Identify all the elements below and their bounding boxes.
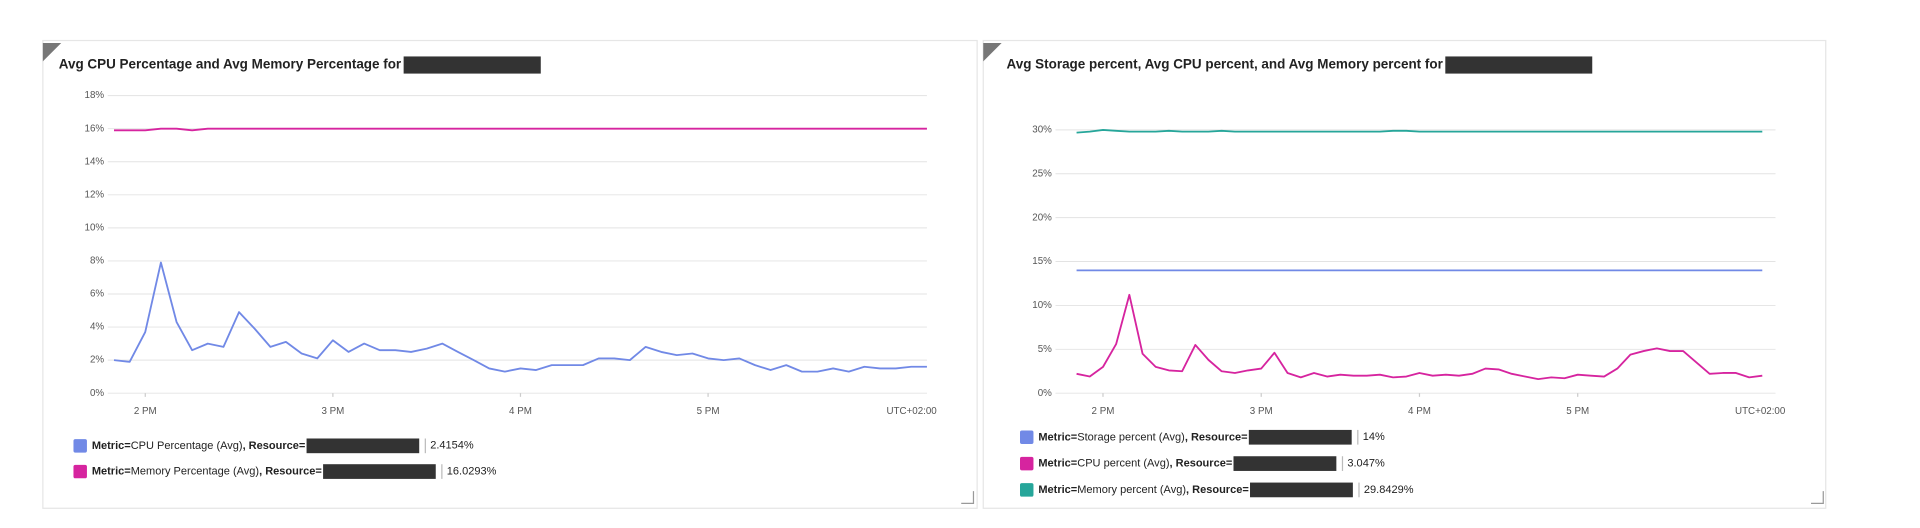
x-tick-label: 2 PM bbox=[134, 406, 157, 417]
legend-key: , Resource= bbox=[1186, 484, 1249, 496]
y-tick-label: 18% bbox=[85, 90, 105, 101]
legend-value: 14% bbox=[1363, 431, 1385, 443]
y-tick-label: 12% bbox=[85, 189, 105, 200]
y-tick-label: 20% bbox=[1032, 212, 1052, 223]
y-tick-label: 16% bbox=[85, 123, 105, 134]
legend-key: Metric= bbox=[92, 440, 131, 452]
x-tick-label: 4 PM bbox=[1408, 406, 1431, 417]
legend-label: Metric=CPU percent (Avg), Resource= bbox=[1038, 457, 1232, 469]
legend-label: Metric=CPU Percentage (Avg), Resource= bbox=[92, 440, 306, 452]
timezone: UTC+02:00 bbox=[886, 406, 937, 417]
legend-key: , Resource= bbox=[259, 465, 322, 477]
y-tick-label: 25% bbox=[1032, 168, 1052, 179]
legend-swatch bbox=[1020, 483, 1034, 497]
legend-swatch bbox=[1020, 430, 1034, 444]
legend-name: Memory Percentage (Avg) bbox=[131, 465, 259, 477]
x-tick-label: 5 PM bbox=[697, 406, 720, 417]
y-tick-label: 15% bbox=[1032, 256, 1052, 267]
legend-key: , Resource= bbox=[1170, 457, 1233, 469]
series-line bbox=[1076, 293, 1763, 381]
redacted bbox=[1233, 456, 1337, 471]
redacted bbox=[306, 438, 420, 454]
redacted bbox=[1445, 56, 1593, 74]
legend-key: , Resource= bbox=[243, 440, 306, 452]
legend-value: 16.0293% bbox=[447, 465, 497, 477]
redacted bbox=[1250, 482, 1353, 498]
y-tick-label: 5% bbox=[1038, 344, 1052, 355]
legend-key: Metric= bbox=[1038, 431, 1077, 443]
y-tick-label: 14% bbox=[85, 156, 105, 167]
chart-title: Avg CPU Percentage and Avg Memory Percen… bbox=[59, 57, 402, 72]
panel bbox=[982, 39, 1827, 509]
redacted bbox=[1248, 429, 1352, 445]
y-tick-label: 6% bbox=[90, 289, 104, 300]
chart-title: Avg Storage percent, Avg CPU percent, an… bbox=[1007, 57, 1444, 72]
resize-handle[interactable] bbox=[961, 491, 975, 504]
series-line bbox=[1076, 129, 1763, 134]
y-tick-label: 30% bbox=[1032, 125, 1052, 136]
panel bbox=[42, 39, 978, 509]
x-tick-label: 5 PM bbox=[1566, 406, 1589, 417]
resize-handle[interactable] bbox=[1811, 491, 1824, 504]
legend-swatch bbox=[73, 464, 87, 479]
legend-key: Metric= bbox=[1038, 457, 1077, 469]
panel-corner bbox=[983, 42, 1002, 62]
legend-label: Metric=Memory percent (Avg), Resource= bbox=[1038, 484, 1248, 496]
series-line bbox=[113, 261, 927, 373]
y-tick-label: 0% bbox=[1038, 388, 1052, 399]
legend-key: Metric= bbox=[92, 465, 131, 477]
legend-label: Metric=Storage percent (Avg), Resource= bbox=[1038, 431, 1247, 443]
x-tick-label: 3 PM bbox=[321, 406, 344, 417]
y-tick-label: 2% bbox=[90, 355, 104, 366]
legend-value: 3.047% bbox=[1347, 457, 1385, 469]
y-tick-label: 8% bbox=[90, 256, 104, 267]
legend-swatch bbox=[73, 439, 87, 453]
y-tick-label: 10% bbox=[1032, 300, 1052, 311]
legend-name: CPU Percentage (Avg) bbox=[131, 440, 243, 452]
y-tick-label: 0% bbox=[90, 388, 104, 399]
x-tick-label: 2 PM bbox=[1092, 406, 1115, 417]
x-tick-label: 4 PM bbox=[509, 406, 532, 417]
legend-value: 29.8429% bbox=[1364, 484, 1414, 496]
legend-name: Memory percent (Avg) bbox=[1077, 484, 1186, 496]
legend-key: Metric= bbox=[1038, 484, 1077, 496]
legend-swatch bbox=[1020, 456, 1034, 471]
legend-key: , Resource= bbox=[1185, 431, 1248, 443]
series-line bbox=[114, 127, 927, 132]
redacted bbox=[323, 464, 436, 479]
y-tick-label: 10% bbox=[85, 222, 105, 233]
legend-name: CPU percent (Avg) bbox=[1077, 457, 1169, 469]
legend-name: Storage percent (Avg) bbox=[1077, 431, 1185, 443]
legend-label: Metric=Memory Percentage (Avg), Resource… bbox=[92, 465, 322, 477]
y-tick-label: 4% bbox=[90, 322, 104, 333]
timezone: UTC+02:00 bbox=[1735, 406, 1786, 417]
legend-value: 2.4154% bbox=[430, 440, 474, 452]
x-tick-label: 3 PM bbox=[1250, 406, 1273, 417]
redacted bbox=[403, 56, 541, 74]
